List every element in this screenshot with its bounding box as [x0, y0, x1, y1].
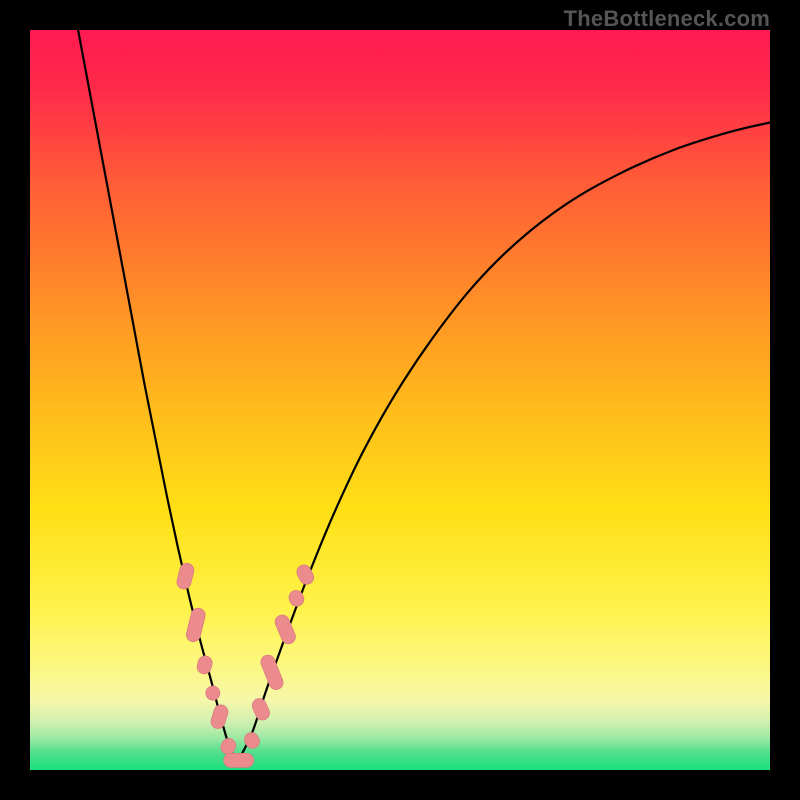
plot-area: [30, 30, 770, 770]
data-marker: [224, 753, 254, 767]
gradient-background: [30, 30, 770, 770]
outer-frame: TheBottleneck.com: [0, 0, 800, 800]
chart-svg: [30, 30, 770, 770]
watermark-text: TheBottleneck.com: [564, 6, 770, 32]
